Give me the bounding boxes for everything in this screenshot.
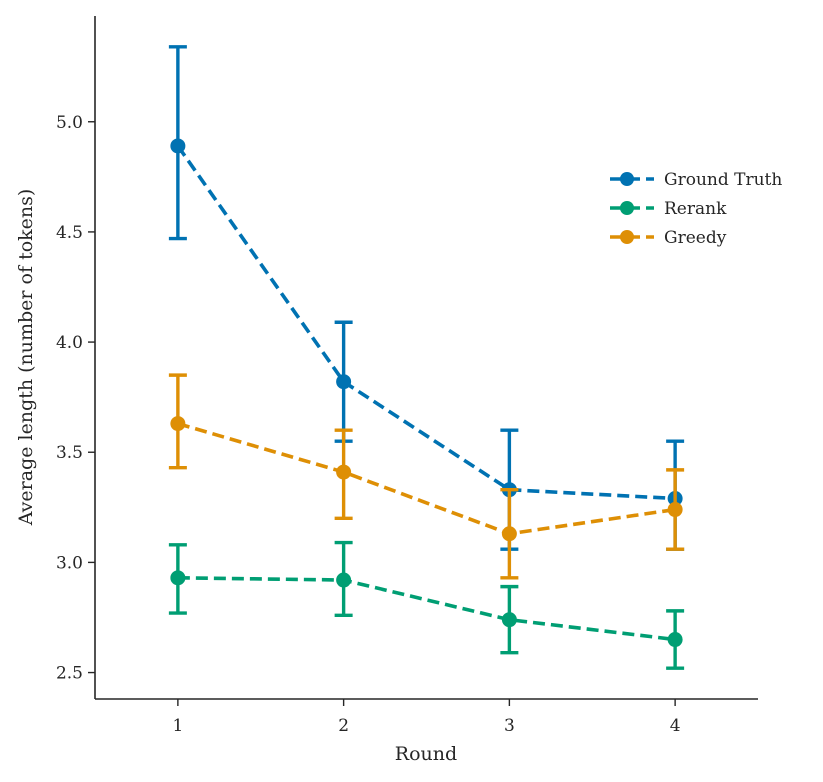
y-tick-label: 5.0 xyxy=(56,113,83,133)
series-line xyxy=(176,144,676,501)
data-point xyxy=(170,570,186,586)
y-tick-label: 3.0 xyxy=(56,553,83,573)
legend: Ground Truth Rerank Greedy xyxy=(610,170,782,248)
y-axis-label: Average length (number of tokens) xyxy=(15,189,37,527)
x-ticks: 1 2 3 4 xyxy=(172,699,681,736)
data-point xyxy=(501,612,517,628)
y-ticks: 2.5 3.0 3.5 4.0 4.5 5.0 xyxy=(56,113,95,684)
legend-swatch-marker xyxy=(620,230,634,244)
x-tick-label: 1 xyxy=(172,716,183,736)
legend-label: Ground Truth xyxy=(664,170,782,190)
data-point xyxy=(170,138,186,154)
series-layer xyxy=(168,45,685,670)
data-point xyxy=(667,502,683,518)
series-greedy xyxy=(168,373,685,580)
x-axis-label: Round xyxy=(395,743,457,765)
axes xyxy=(94,16,758,700)
x-tick-label: 2 xyxy=(338,716,349,736)
legend-swatch-marker xyxy=(620,172,634,186)
y-tick-label: 2.5 xyxy=(56,664,83,684)
data-point xyxy=(667,632,683,648)
legend-swatch-marker xyxy=(620,201,634,215)
data-point xyxy=(170,416,186,432)
legend-label: Rerank xyxy=(664,199,727,219)
legend-label: Greedy xyxy=(664,228,727,248)
y-tick-label: 4.0 xyxy=(56,333,83,353)
data-point xyxy=(336,374,352,390)
series-rerank xyxy=(168,540,685,670)
legend-item-rerank: Rerank xyxy=(610,199,727,219)
series-line xyxy=(177,421,676,536)
legend-item-ground-truth: Ground Truth xyxy=(610,170,782,190)
series-line xyxy=(177,576,676,642)
data-point xyxy=(501,526,517,542)
x-tick-label: 3 xyxy=(504,716,515,736)
data-point xyxy=(336,572,352,588)
series-ground-truth xyxy=(168,45,685,551)
data-point xyxy=(336,464,352,480)
y-tick-label: 4.5 xyxy=(56,223,83,243)
legend-item-greedy: Greedy xyxy=(610,228,727,248)
y-tick-label: 3.5 xyxy=(56,443,83,463)
x-tick-label: 4 xyxy=(670,716,681,736)
